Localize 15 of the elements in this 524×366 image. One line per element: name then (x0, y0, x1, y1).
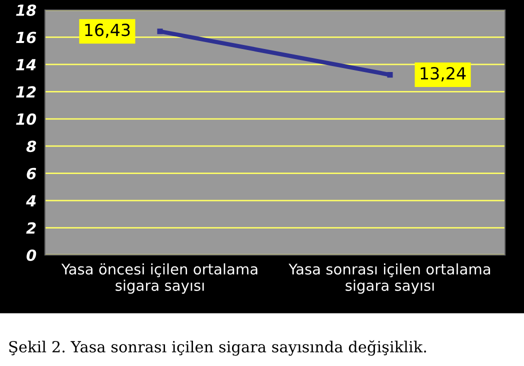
y-tick-label: 2 (26, 222, 36, 234)
y-tick-label: 12 (16, 86, 36, 98)
y-tick-label: 8 (26, 140, 36, 152)
y-tick-label: 4 (26, 195, 36, 206)
y-tick-label: 16 (16, 32, 36, 44)
data-label: 13,24 (420, 67, 466, 82)
data-label: 16,43 (85, 24, 130, 38)
y-tick-label: 10 (16, 113, 36, 125)
y-tick-label: 14 (16, 59, 36, 70)
y-tick-label: 18 (16, 4, 36, 16)
y-tick-label: 6 (26, 168, 36, 180)
x-tick-label: Yasa öncesi içilen ortalama sigara sayısı (61, 263, 258, 294)
y-tick-label: 0 (26, 249, 36, 262)
x-tick-label: Yasa sonrası içilen ortalama sigara sayısı (288, 263, 490, 294)
text: Şekil 2. Yasa sonrası içilen sigara sayısında değişiklik. (9, 340, 426, 356)
